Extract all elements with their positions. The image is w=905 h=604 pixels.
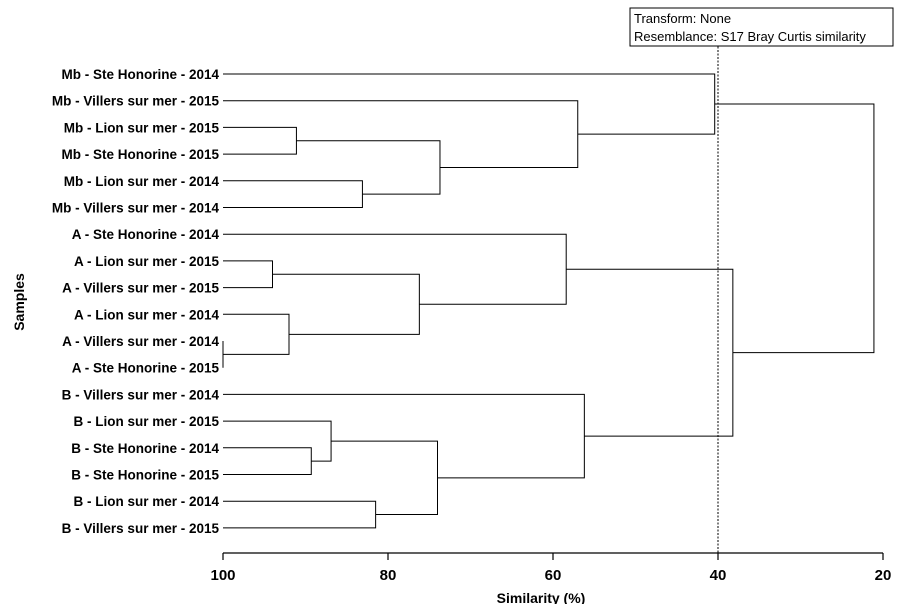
dendrogram-merge xyxy=(223,393,585,479)
dendrogram-merge xyxy=(296,140,441,195)
dendrogram-merge xyxy=(223,447,312,475)
dendrogram-merge xyxy=(566,268,734,437)
dendrogram-merge xyxy=(272,273,420,335)
dendrogram-merge xyxy=(714,103,875,354)
leaf-label: B - Villers sur mer - 2015 xyxy=(62,521,220,536)
leaf-labels: Mb - Ste Honorine - 2014 Mb - Villers sur… xyxy=(52,67,220,536)
leaf-label: A - Ste Honorine - 2014 xyxy=(72,227,220,242)
legend-frame xyxy=(629,7,894,47)
leaf-label: B - Lion sur mer - 2014 xyxy=(73,494,219,509)
legend-transform: Transform: None xyxy=(634,11,731,26)
x-tick-label: 40 xyxy=(710,567,727,584)
dendrogram-merge xyxy=(223,260,273,289)
leaf-label: B - Lion sur mer - 2015 xyxy=(73,414,219,429)
dendrogram-merge xyxy=(223,500,377,529)
dendrogram-merge xyxy=(223,100,579,168)
x-tick-label: 60 xyxy=(545,567,562,584)
legend-box: Transform: None Resemblance: S17 Bray Cu… xyxy=(629,7,894,47)
leaf-label: B - Villers sur mer - 2014 xyxy=(62,387,220,402)
leaf-label: B - Ste Honorine - 2014 xyxy=(71,441,219,456)
x-tick-label: 80 xyxy=(380,567,397,584)
x-tick-label: 100 xyxy=(210,567,235,584)
leaf-label: Mb - Villers sur mer - 2015 xyxy=(52,94,220,109)
dendrogram-merge xyxy=(223,420,332,462)
dendrogram-merge xyxy=(223,180,363,208)
leaf-label: A - Ste Honorine - 2015 xyxy=(72,361,220,376)
x-axis-ticks: 100 80 60 40 20 xyxy=(210,553,891,584)
dendrogram-branches xyxy=(222,73,875,529)
leaf-label: Mb - Ste Honorine - 2015 xyxy=(61,147,219,162)
leaf-label: Mb - Ste Honorine - 2014 xyxy=(61,67,219,82)
x-axis-title: Similarity (%) xyxy=(497,590,586,604)
dendrogram-merge xyxy=(223,313,290,355)
y-axis-title: Samples xyxy=(11,273,27,331)
leaf-label: Mb - Villers sur mer - 2014 xyxy=(52,201,220,216)
leaf-label: A - Lion sur mer - 2015 xyxy=(74,254,220,269)
leaf-label: Mb - Lion sur mer - 2015 xyxy=(64,120,220,135)
dendrogram-merge xyxy=(223,233,567,305)
leaf-label: A - Villers sur mer - 2014 xyxy=(62,334,219,349)
leaf-label: B - Ste Honorine - 2015 xyxy=(71,468,219,483)
dendrogram-merge xyxy=(223,126,297,155)
dendrogram-merge xyxy=(331,440,438,516)
legend-resemblance: Resemblance: S17 Bray Curtis similarity xyxy=(634,29,866,44)
leaf-label: A - Lion sur mer - 2014 xyxy=(74,307,220,322)
leaf-label: Mb - Lion sur mer - 2014 xyxy=(64,174,220,189)
dendrogram-merge xyxy=(223,73,716,135)
leaf-label: A - Villers sur mer - 2015 xyxy=(62,281,219,296)
x-tick-label: 20 xyxy=(875,567,892,584)
